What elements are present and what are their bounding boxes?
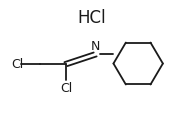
Text: HCl: HCl bbox=[77, 9, 106, 27]
Text: Cl: Cl bbox=[60, 82, 72, 95]
Text: Cl: Cl bbox=[11, 58, 23, 71]
Text: N: N bbox=[90, 40, 100, 53]
